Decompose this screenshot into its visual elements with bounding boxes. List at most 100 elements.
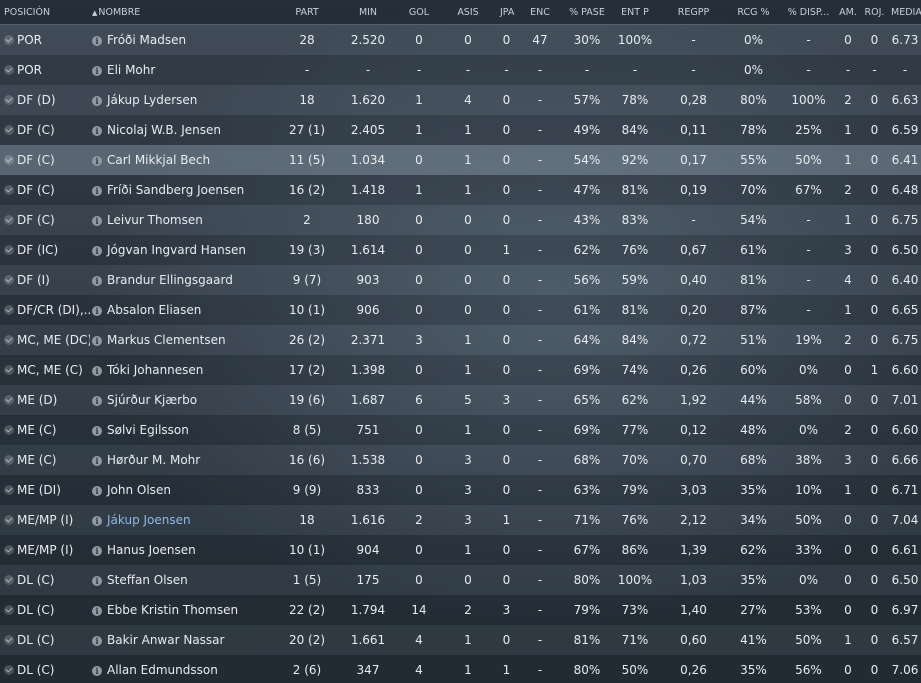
player-name-link[interactable]: Sølvi Egilsson — [107, 423, 189, 437]
table-row[interactable]: DL (C) i Ebbe Kristin Thomsen 22 (2) 1.794 14… — [0, 595, 921, 625]
table-row[interactable]: ME/MP (I) i Hanus Joensen 10 (1) 904 0 1 0-67% 8… — [0, 535, 921, 565]
header-asis[interactable]: ASIS — [438, 0, 498, 25]
selection-check-icon[interactable] — [4, 395, 14, 405]
header-min[interactable]: MIN — [336, 0, 400, 25]
header-nombre[interactable]: ▲NOMBRE — [90, 0, 278, 25]
selection-check-icon[interactable] — [4, 155, 14, 165]
player-name-link[interactable]: Jákup Joensen — [107, 513, 191, 527]
selection-check-icon[interactable] — [4, 605, 14, 615]
selection-check-icon[interactable] — [4, 635, 14, 645]
player-name-link[interactable]: Fríði Sandberg Joensen — [107, 183, 245, 197]
selection-check-icon[interactable] — [4, 545, 14, 555]
info-icon[interactable]: i — [92, 516, 102, 526]
player-name-link[interactable]: Fróði Madsen — [107, 33, 187, 47]
selection-check-icon[interactable] — [4, 125, 14, 135]
info-icon[interactable]: i — [92, 246, 102, 256]
selection-check-icon[interactable] — [4, 215, 14, 225]
table-row[interactable]: DF (C) i Leivur Thomsen 2 180 0 0 0-43% 83% -54% -… — [0, 205, 921, 235]
player-name-link[interactable]: Brandur Ellingsgaard — [107, 273, 233, 287]
player-name-link[interactable]: Sjúrður Kjærbo — [107, 393, 198, 407]
table-row[interactable]: POR i Fróði Madsen 28 2.520 0 0 0 47 30% 100% -0% -0… — [0, 25, 921, 56]
header-roj[interactable]: ROJ. — [860, 0, 889, 25]
info-icon[interactable]: i — [92, 66, 102, 76]
selection-check-icon[interactable] — [4, 185, 14, 195]
selection-check-icon[interactable] — [4, 35, 14, 45]
info-icon[interactable]: i — [92, 216, 102, 226]
info-icon[interactable]: i — [92, 456, 102, 466]
table-row[interactable]: ME (DI) i John Olsen 9 (9) 833 0 3 0-63% 79% 3,03… — [0, 475, 921, 505]
selection-check-icon[interactable] — [4, 425, 14, 435]
header-media[interactable]: MEDIA — [889, 0, 921, 25]
player-name-link[interactable]: Steffan Olsen — [107, 573, 188, 587]
info-icon[interactable]: i — [92, 666, 102, 676]
selection-check-icon[interactable] — [4, 305, 14, 315]
player-name-link[interactable]: Jákup Lydersen — [107, 93, 198, 107]
info-icon[interactable]: i — [92, 186, 102, 196]
info-icon[interactable]: i — [92, 576, 102, 586]
selection-check-icon[interactable] — [4, 665, 14, 675]
player-name-link[interactable]: Nicolaj W.B. Jensen — [107, 123, 222, 137]
header-part[interactable]: PART — [278, 0, 336, 25]
table-row[interactable]: DL (C) i Bakir Anwar Nassar 20 (2) 1.661 4 1 0-… — [0, 625, 921, 655]
header-am[interactable]: AM. — [836, 0, 860, 25]
info-icon[interactable]: i — [92, 336, 102, 346]
player-name-link[interactable]: Eli Mohr — [107, 63, 156, 77]
player-name-link[interactable]: Jógvan Ingvard Hansen — [107, 243, 246, 257]
selection-check-icon[interactable] — [4, 455, 14, 465]
header-enc[interactable]: ENC — [515, 0, 565, 25]
info-icon[interactable]: i — [92, 156, 102, 166]
info-icon[interactable]: i — [92, 546, 102, 556]
selection-check-icon[interactable] — [4, 65, 14, 75]
table-row[interactable]: ME/MP (I) i Jákup Joensen 18 1.616 2 3 1-71% 76%… — [0, 505, 921, 535]
table-row[interactable]: DF (C) i Carl Mikkjal Bech 11 (5) 1.034 0 1 0-5… — [0, 145, 921, 175]
selection-check-icon[interactable] — [4, 95, 14, 105]
table-row[interactable]: MC, ME (DC) i Markus Clementsen 26 (2) 2.371… — [0, 325, 921, 355]
table-row[interactable]: POR i Eli Mohr - - - - - - - - -0% - - - - — [0, 55, 921, 85]
info-icon[interactable]: i — [92, 306, 102, 316]
info-icon[interactable]: i — [92, 486, 102, 496]
table-row[interactable]: DF (C) i Fríði Sandberg Joensen 16 (2) 1.418… — [0, 175, 921, 205]
selection-check-icon[interactable] — [4, 335, 14, 345]
player-name-link[interactable]: Leivur Thomsen — [107, 213, 203, 227]
table-row[interactable]: ME (D) i Sjúrður Kjærbo 19 (6) 1.687 6 5 3-65% 6… — [0, 385, 921, 415]
selection-check-icon[interactable] — [4, 275, 14, 285]
table-row[interactable]: DF (C) i Nicolaj W.B. Jensen 27 (1) 2.405 1 1 0… — [0, 115, 921, 145]
info-icon[interactable]: i — [92, 396, 102, 406]
header-gol[interactable]: GOL — [400, 0, 438, 25]
table-row[interactable]: DL (C) i Allan Edmundsson 2 (6) 347 4 1 1-80% 50… — [0, 655, 921, 683]
selection-check-icon[interactable] — [4, 575, 14, 585]
player-name-link[interactable]: Bakir Anwar Nassar — [107, 633, 225, 647]
player-name-link[interactable]: Absalon Eliasen — [107, 303, 202, 317]
header-pase[interactable]: % PASE — [565, 0, 609, 25]
header-jpar[interactable]: JPAR — [498, 0, 515, 25]
selection-check-icon[interactable] — [4, 245, 14, 255]
selection-check-icon[interactable] — [4, 365, 14, 375]
player-name-link[interactable]: Hørður M. Mohr — [107, 453, 201, 467]
info-icon[interactable]: i — [92, 606, 102, 616]
player-name-link[interactable]: Tóki Johannesen — [107, 363, 204, 377]
table-row[interactable]: DF/CR (DI),... i Absalon Eliasen 10 (1) 906 0… — [0, 295, 921, 325]
player-name-link[interactable]: John Olsen — [107, 483, 171, 497]
header-rcg[interactable]: RCG % — [726, 0, 781, 25]
header-regpp[interactable]: REGPP — [661, 0, 726, 25]
info-icon[interactable]: i — [92, 276, 102, 286]
table-row[interactable]: DF (D) i Jákup Lydersen 18 1.620 1 4 0-57% 78% 0,… — [0, 85, 921, 115]
table-row[interactable]: DF (IC) i Jógvan Ingvard Hansen 19 (3) 1.614… — [0, 235, 921, 265]
player-name-link[interactable]: Markus Clementsen — [107, 333, 226, 347]
table-row[interactable]: ME (C) i Sølvi Egilsson 8 (5) 751 0 1 0-69% 77% 0… — [0, 415, 921, 445]
info-icon[interactable]: i — [92, 426, 102, 436]
table-row[interactable]: ME (C) i Hørður M. Mohr 16 (6) 1.538 0 3 0-68% 7… — [0, 445, 921, 475]
selection-check-icon[interactable] — [4, 485, 14, 495]
player-name-link[interactable]: Hanus Joensen — [107, 543, 196, 557]
info-icon[interactable]: i — [92, 636, 102, 646]
header-entp[interactable]: ENT P — [609, 0, 661, 25]
info-icon[interactable]: i — [92, 96, 102, 106]
header-disp[interactable]: % DISP... — [781, 0, 836, 25]
table-row[interactable]: DF (I) i Brandur Ellingsgaard 9 (7) 903 0 0 0-5… — [0, 265, 921, 295]
player-name-link[interactable]: Allan Edmundsson — [107, 663, 218, 677]
table-row[interactable]: MC, ME (C) i Tóki Johannesen 17 (2) 1.398 0 1 0… — [0, 355, 921, 385]
selection-check-icon[interactable] — [4, 515, 14, 525]
info-icon[interactable]: i — [92, 126, 102, 136]
table-row[interactable]: DL (C) i Steffan Olsen 1 (5) 175 0 0 0-80% 100% 1… — [0, 565, 921, 595]
info-icon[interactable]: i — [92, 36, 102, 46]
